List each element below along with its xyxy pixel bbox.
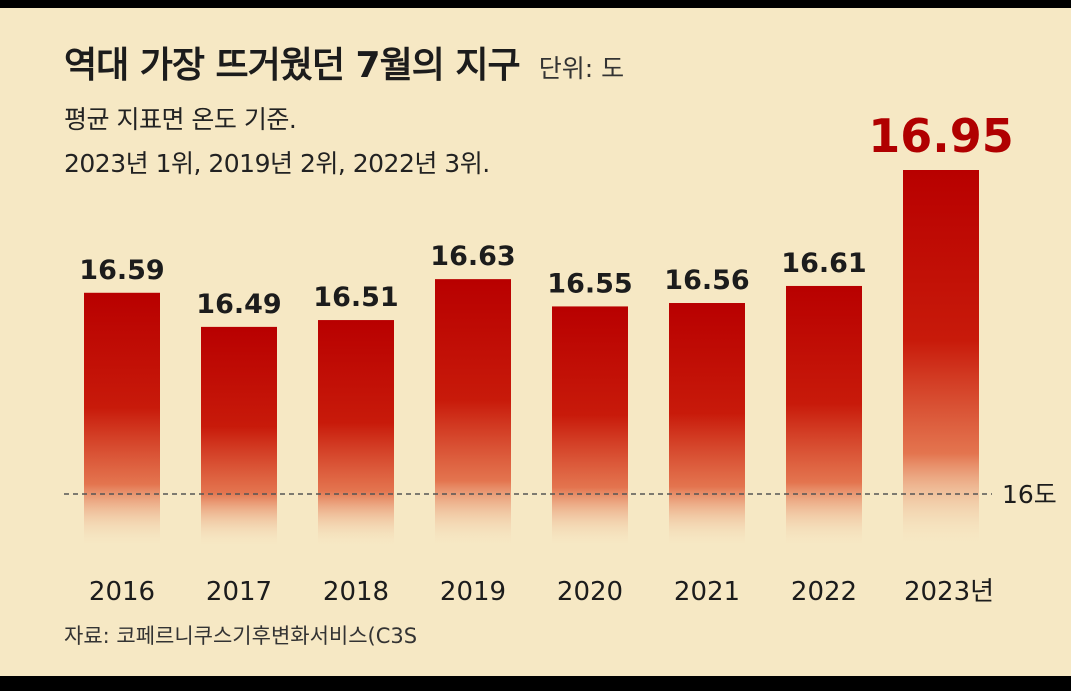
value-labels-group: 16.59 16.49 16.51 16.63 16.55 16.56 16.61 16.95 bbox=[79, 109, 1013, 320]
value-label-2017: 16.49 bbox=[196, 289, 281, 320]
category-label-2022: 2022 bbox=[791, 577, 857, 607]
category-labels-group: 2016 2017 2018 2019 2020 2021 2022 2023년 bbox=[89, 577, 994, 607]
category-label-2017: 2017 bbox=[206, 577, 272, 607]
subtitle-line-2: 2023년 1위, 2019년 2위, 2022년 3위. bbox=[64, 149, 490, 178]
reference-line-label: 16도 bbox=[1002, 480, 1057, 509]
source-note: 자료: 코페르니쿠스기후변화서비스(C3S bbox=[64, 624, 418, 648]
title-row: 역대 가장 뜨거웠던 7월의 지구 단위: 도 bbox=[64, 36, 624, 88]
category-label-2020: 2020 bbox=[557, 577, 623, 607]
bar-2016 bbox=[84, 292, 160, 548]
chart-title: 역대 가장 뜨거웠던 7월의 지구 bbox=[64, 45, 521, 86]
value-label-2022: 16.61 bbox=[781, 248, 866, 279]
category-label-2021: 2021 bbox=[674, 577, 740, 607]
value-label-2020: 16.55 bbox=[547, 268, 632, 299]
value-label-2016: 16.59 bbox=[79, 255, 164, 286]
category-label-2019: 2019 bbox=[440, 577, 506, 607]
category-label-2018: 2018 bbox=[323, 577, 389, 607]
bar-2019 bbox=[435, 279, 511, 548]
subtitle-line-1: 평균 지표면 온도 기준. bbox=[64, 105, 297, 134]
category-label-2016: 2016 bbox=[89, 577, 155, 607]
value-label-2019: 16.63 bbox=[430, 241, 515, 272]
chart-card: 역대 가장 뜨거웠던 7월의 지구 단위: 도 평균 지표면 온도 기준. 20… bbox=[0, 8, 1071, 676]
value-label-2023년: 16.95 bbox=[868, 109, 1014, 163]
bar-2020 bbox=[552, 306, 628, 548]
bar-2021 bbox=[669, 303, 745, 548]
value-label-2018: 16.51 bbox=[313, 282, 398, 313]
value-label-2021: 16.56 bbox=[664, 265, 749, 296]
unit-label: 단위: 도 bbox=[538, 54, 625, 83]
bar-2017 bbox=[201, 326, 277, 548]
bar-2023년 bbox=[903, 170, 979, 548]
category-label-2023년: 2023년 bbox=[904, 577, 994, 607]
bar-2018 bbox=[318, 320, 394, 548]
bars-group bbox=[84, 170, 979, 548]
bar-2022 bbox=[786, 285, 862, 548]
